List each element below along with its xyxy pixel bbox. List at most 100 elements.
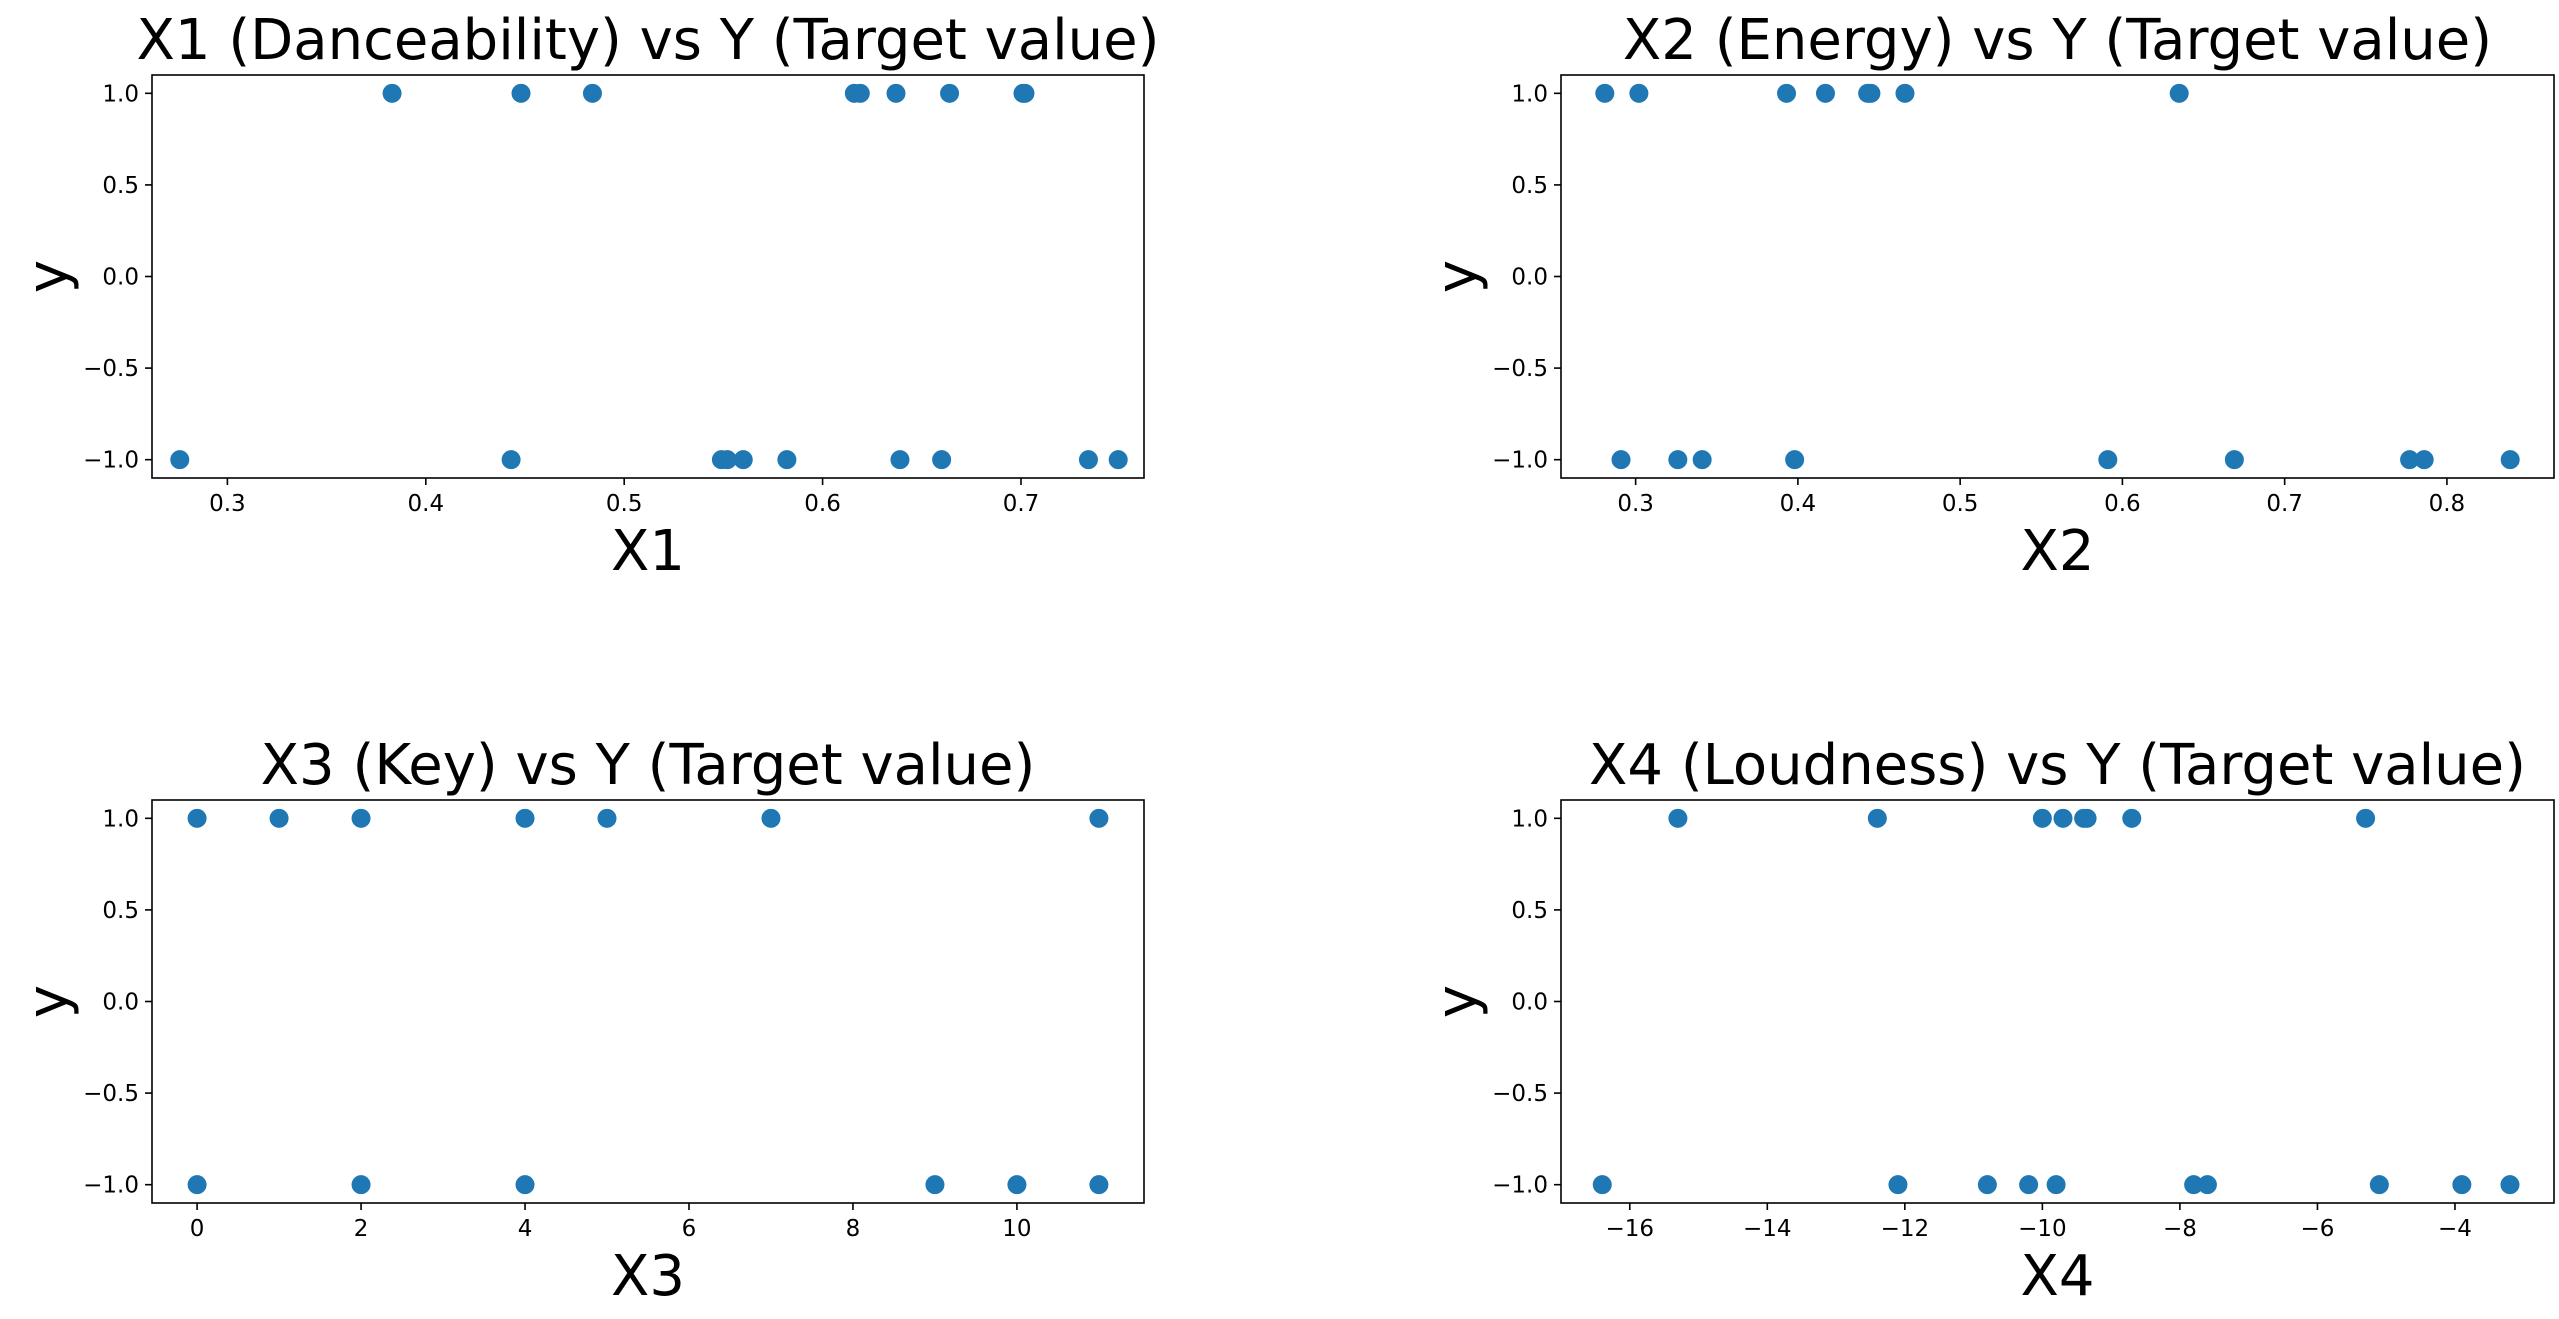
data-point xyxy=(269,808,289,828)
data-point xyxy=(761,808,781,828)
data-point xyxy=(1015,83,1035,103)
data-point xyxy=(1592,1175,1612,1195)
y-tick-label: −0.5 xyxy=(83,1081,139,1107)
axes-frame xyxy=(1560,799,2555,1204)
data-point xyxy=(170,450,190,470)
subplot-title: X1 (Danceability) vs Y (Target value) xyxy=(137,8,1160,73)
x-tick-label: 0.7 xyxy=(1003,491,1040,517)
data-point xyxy=(1595,83,1615,103)
data-point xyxy=(2414,450,2434,470)
x-tick-label: −6 xyxy=(2300,1216,2334,1242)
data-point xyxy=(717,450,737,470)
data-point xyxy=(2077,808,2097,828)
y-tick-label: 0.0 xyxy=(102,265,139,291)
y-tick-label: 0.5 xyxy=(102,898,139,924)
data-point xyxy=(777,450,797,470)
x-tick-label: −8 xyxy=(2163,1216,2197,1242)
x-tick-label: 0.5 xyxy=(606,491,643,517)
y-tick-label: −1.0 xyxy=(83,448,139,474)
data-point xyxy=(582,83,602,103)
data-point xyxy=(2224,450,2244,470)
data-point xyxy=(1611,450,1631,470)
data-point xyxy=(515,1175,535,1195)
data-point xyxy=(2400,450,2420,470)
axes-frame xyxy=(1560,74,2555,479)
data-point xyxy=(2184,1175,2204,1195)
data-point xyxy=(850,83,870,103)
data-point xyxy=(2500,1175,2520,1195)
x-tick-label: 0.5 xyxy=(1942,491,1979,517)
data-point xyxy=(932,450,952,470)
data-point xyxy=(2032,808,2052,828)
data-point xyxy=(1785,450,1805,470)
y-axis-label: y xyxy=(16,260,81,293)
data-point xyxy=(2356,808,2376,828)
y-tick-label: −1.0 xyxy=(1492,1173,1548,1199)
x-tick-label: 0 xyxy=(190,1216,205,1242)
x-tick-label: 2 xyxy=(354,1216,369,1242)
data-point xyxy=(2098,450,2118,470)
axes-frame xyxy=(151,799,1145,1204)
data-point xyxy=(1089,808,1109,828)
data-point xyxy=(1007,1175,1027,1195)
y-tick-label: −0.5 xyxy=(83,356,139,382)
data-point xyxy=(187,808,207,828)
subplot-3: X3 (Key) vs Y (Target value) 0 2 4 6 8 10 1.0 0.… xyxy=(16,733,1145,1309)
data-point xyxy=(890,450,910,470)
x-tick-label: 0.3 xyxy=(1617,491,1654,517)
data-point xyxy=(382,83,402,103)
y-axis-label: y xyxy=(1425,260,1490,293)
data-point xyxy=(597,808,617,828)
data-point xyxy=(733,450,753,470)
data-point xyxy=(1977,1175,1997,1195)
x-tick-label: 0.6 xyxy=(804,491,841,517)
data-point xyxy=(1895,83,1915,103)
x-tick-label: −14 xyxy=(1743,1216,1792,1242)
x-tick-label: −12 xyxy=(1881,1216,1930,1242)
x-tick-label: 4 xyxy=(518,1216,533,1242)
x-tick-label: 0.8 xyxy=(2429,491,2466,517)
x-axis-label: X1 xyxy=(611,519,685,584)
y-tick-label: 1.0 xyxy=(1511,81,1548,107)
data-point xyxy=(1629,83,1649,103)
data-point xyxy=(1867,808,1887,828)
x-tick-label: −4 xyxy=(2438,1216,2472,1242)
subplot-title: X4 (Loudness) vs Y (Target value) xyxy=(1589,733,2526,798)
data-point xyxy=(1692,450,1712,470)
x-tick-label: 0.4 xyxy=(1780,491,1817,517)
subplot-title: X3 (Key) vs Y (Target value) xyxy=(261,733,1036,798)
subplot-1: X1 (Danceability) vs Y (Target value) 0.3… xyxy=(16,8,1159,584)
data-point xyxy=(187,1175,207,1195)
y-tick-label: −1.0 xyxy=(1492,448,1548,474)
data-point xyxy=(2122,808,2142,828)
data-point xyxy=(2197,1175,2217,1195)
data-point xyxy=(2019,1175,2039,1195)
x-axis-label: X3 xyxy=(611,1244,685,1309)
x-tick-label: −10 xyxy=(2018,1216,2067,1242)
y-tick-label: 0.0 xyxy=(102,990,139,1016)
data-point xyxy=(1108,450,1128,470)
data-point xyxy=(351,808,371,828)
data-point xyxy=(925,1175,945,1195)
x-axis-label: X4 xyxy=(2021,1244,2095,1309)
y-tick-label: 0.5 xyxy=(102,173,139,199)
data-point xyxy=(1815,83,1835,103)
y-tick-label: 0.5 xyxy=(1511,173,1548,199)
data-point xyxy=(515,808,535,828)
data-point xyxy=(2046,1175,2066,1195)
y-tick-label: 0.0 xyxy=(1511,990,1548,1016)
x-tick-label: 0.7 xyxy=(2266,491,2303,517)
x-tick-label: 0.6 xyxy=(2104,491,2141,517)
data-point xyxy=(1089,1175,1109,1195)
y-tick-label: 1.0 xyxy=(1511,806,1548,832)
y-tick-label: 1.0 xyxy=(102,806,139,832)
data-point xyxy=(2169,83,2189,103)
subplot-2: X2 (Energy) vs Y (Target value) 0.3 0.4 0.5… xyxy=(1425,8,2555,584)
data-point xyxy=(1777,83,1797,103)
y-tick-label: −0.5 xyxy=(1492,1081,1548,1107)
data-point xyxy=(2369,1175,2389,1195)
data-point xyxy=(1078,450,1098,470)
data-point xyxy=(1668,450,1688,470)
data-point xyxy=(1668,808,1688,828)
